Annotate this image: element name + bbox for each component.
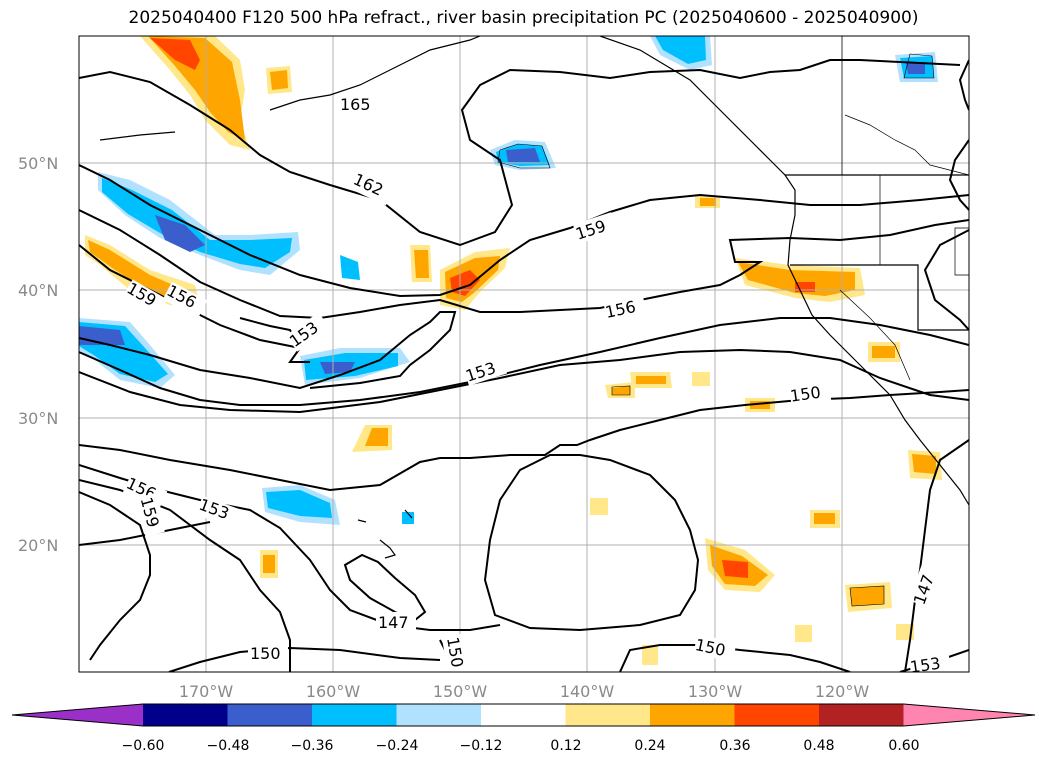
shade-positive (612, 386, 630, 395)
colorbar-extend-min (12, 704, 143, 726)
colorbar (11, 703, 1036, 727)
shade-positive (636, 376, 666, 384)
shade-negative (266, 490, 332, 518)
lat-label: 30°N (18, 409, 58, 428)
shade-negative (506, 148, 540, 162)
shade-negative (402, 512, 414, 524)
colorbar-segment (143, 704, 228, 726)
shade-positive (872, 346, 895, 358)
shade-positive (912, 454, 936, 474)
colorbar-ticks: −0.60 −0.48 −0.36 −0.24 −0.12 0.12 0.24 … (122, 738, 920, 754)
lat-label: 50°N (18, 154, 58, 173)
shade-positive (814, 513, 835, 524)
coastlines (99, 36, 969, 559)
colorbar-tick-label: 0.36 (719, 738, 750, 754)
lon-label: 160°W (306, 682, 361, 701)
shade-positive (88, 240, 185, 300)
shade-negative (340, 255, 360, 280)
colorbar-tick-label: 0.12 (550, 738, 581, 754)
shade-negative (102, 178, 292, 268)
lat-label: 40°N (18, 281, 58, 300)
shade-positive (270, 70, 288, 90)
colorbar-tick-label: −0.24 (376, 738, 419, 754)
shade-positive (263, 555, 275, 573)
longitude-labels: 170°W 160°W 150°W 140°W 130°W 120°W (179, 682, 870, 701)
shade-negative (906, 62, 925, 74)
colorbar-tick-label: −0.36 (291, 738, 334, 754)
contour-label: 147 (378, 613, 409, 632)
contour-label: 165 (340, 95, 371, 114)
contour-label: 153 (909, 654, 942, 677)
lon-label: 140°W (560, 682, 615, 701)
colorbar-segment (312, 704, 397, 726)
contour-label: 150 (789, 383, 822, 406)
colorbar-segment (396, 704, 482, 726)
colorbar-tick-label: 0.60 (888, 738, 919, 754)
colorbar-segment (481, 704, 566, 726)
contour-label: 150 (250, 644, 281, 663)
shade-positive (738, 262, 855, 296)
shade-positive (590, 498, 608, 515)
shade-positive (150, 38, 200, 70)
colorbar-tick-label: −0.12 (460, 738, 503, 754)
shade-positive (850, 586, 884, 606)
shade-positive (642, 645, 658, 665)
contour-labels: 165 162 159 156 153 159 156 153 150 147 … (122, 94, 951, 677)
shade-positive (722, 560, 748, 578)
map-title: 2025040400 F120 500 hPa refract., river … (128, 8, 919, 28)
shade-negative (155, 215, 205, 252)
shade-negative (320, 362, 355, 374)
colorbar-segment (227, 704, 313, 726)
colorbar-segment (734, 704, 820, 726)
colorbar-outline (11, 703, 1036, 727)
shade-positive (692, 372, 710, 386)
colorbar-segment (819, 704, 904, 726)
lon-label: 150°W (433, 682, 488, 701)
colorbar-tick-label: 0.24 (634, 738, 665, 754)
shade-negative (655, 36, 706, 64)
shade-positive (414, 250, 429, 278)
latitude-labels: 50°N 40°N 30°N 20°N (18, 154, 58, 555)
lon-label: 120°W (815, 682, 870, 701)
map-frame (79, 36, 969, 672)
lat-label: 20°N (18, 536, 58, 555)
colorbar-extend-max (903, 704, 1035, 726)
map-border (78, 35, 970, 673)
colorbar-segment (650, 704, 735, 726)
shade-positive (700, 198, 716, 206)
precipitation-shading (79, 36, 942, 665)
graticule (79, 36, 969, 672)
lon-label: 170°W (179, 682, 234, 701)
colorbar-tick-label: −0.48 (207, 738, 250, 754)
shade-outlines (497, 53, 935, 607)
shade-positive (795, 625, 812, 642)
shade-positive (365, 428, 388, 446)
lon-label: 130°W (688, 682, 743, 701)
colorbar-segment (565, 704, 651, 726)
colorbar-tick-label: 0.48 (803, 738, 834, 754)
shade-positive (148, 36, 245, 140)
colorbar-tick-label: −0.60 (122, 738, 165, 754)
